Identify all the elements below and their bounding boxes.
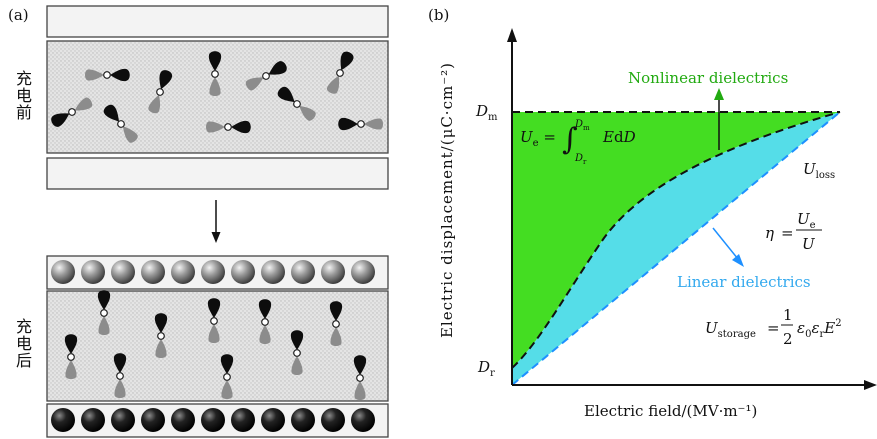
nonlinear-dielectrics-label: Nonlinear dielectrics	[628, 69, 788, 87]
svg-text:=: =	[767, 319, 780, 337]
negative-charge	[81, 408, 105, 432]
svg-text:1: 1	[783, 306, 793, 324]
negative-charge	[51, 408, 75, 432]
svg-text:Ue =: Ue =	[520, 128, 556, 149]
svg-text:=: =	[781, 224, 794, 242]
negative-charge	[111, 408, 135, 432]
svg-text:U: U	[802, 235, 816, 253]
positive-charge	[261, 260, 285, 284]
before-charging-group	[46, 5, 389, 190]
svg-text:∫: ∫	[562, 122, 578, 157]
linear-curve	[511, 111, 841, 386]
dr-label: Dr	[477, 358, 495, 379]
svg-text:2: 2	[783, 330, 793, 348]
svg-text:EdD: EdD	[602, 128, 636, 146]
top-electrode-plate	[46, 5, 389, 38]
nonlinear-energy-region	[512, 112, 840, 368]
positive-charge	[321, 260, 345, 284]
de-diagram: Dm Dr Nonlinear dielectrics Linear diele…	[475, 28, 877, 390]
negative-charge	[201, 408, 225, 432]
after-charging-group	[46, 255, 389, 438]
nonlinear-curve	[511, 111, 841, 369]
svg-text:η: η	[765, 224, 774, 242]
positive-charge	[201, 260, 225, 284]
negative-charge	[351, 408, 375, 432]
positive-charge	[81, 260, 105, 284]
negative-charge	[291, 408, 315, 432]
before-charging-label: 充电前	[13, 70, 32, 121]
negative-charge	[231, 408, 255, 432]
svg-text:ε0εrE2: ε0εrE2	[797, 318, 842, 340]
svg-text:Ue: Ue	[797, 210, 816, 231]
x-axis-label: Electric field/(MV·m⁻¹)	[584, 402, 758, 420]
positive-charge	[51, 260, 75, 284]
bottom-electrode-plate	[46, 157, 389, 190]
linear-arrow	[712, 227, 739, 260]
negative-charge-row	[51, 408, 375, 432]
positive-charge	[141, 260, 165, 284]
panel-b-label: (b)	[428, 6, 450, 24]
positive-charge	[111, 260, 135, 284]
negative-charge	[141, 408, 165, 432]
nonlinear-arrowhead	[714, 88, 724, 100]
linear-arrowhead	[732, 254, 744, 267]
positive-charge	[351, 260, 375, 284]
svg-text:Ustorage: Ustorage	[705, 319, 756, 340]
negative-charge	[321, 408, 345, 432]
positive-charge	[231, 260, 255, 284]
positive-charge	[171, 260, 195, 284]
u-loss-label: Uloss	[803, 160, 835, 181]
storage-formula: Ustorage = 1 2 ε0εrE2	[705, 306, 842, 348]
dm-label: Dm	[475, 102, 498, 123]
positive-charge	[291, 260, 315, 284]
charging-arrow	[211, 200, 221, 243]
efficiency-formula: η = Ue U	[765, 210, 822, 253]
positive-charge-row	[51, 260, 375, 284]
panel-a-label: (a)	[8, 6, 29, 24]
negative-charge	[171, 408, 195, 432]
after-charging-label: 充电后	[13, 318, 32, 369]
y-axis-arrowhead	[507, 28, 517, 42]
linear-dielectrics-label: Linear dielectrics	[677, 273, 811, 291]
ue-integral-formula: Ue = ∫ Dm Dr EdD	[520, 119, 636, 166]
x-axis-arrowhead	[864, 380, 877, 390]
negative-charge	[261, 408, 285, 432]
